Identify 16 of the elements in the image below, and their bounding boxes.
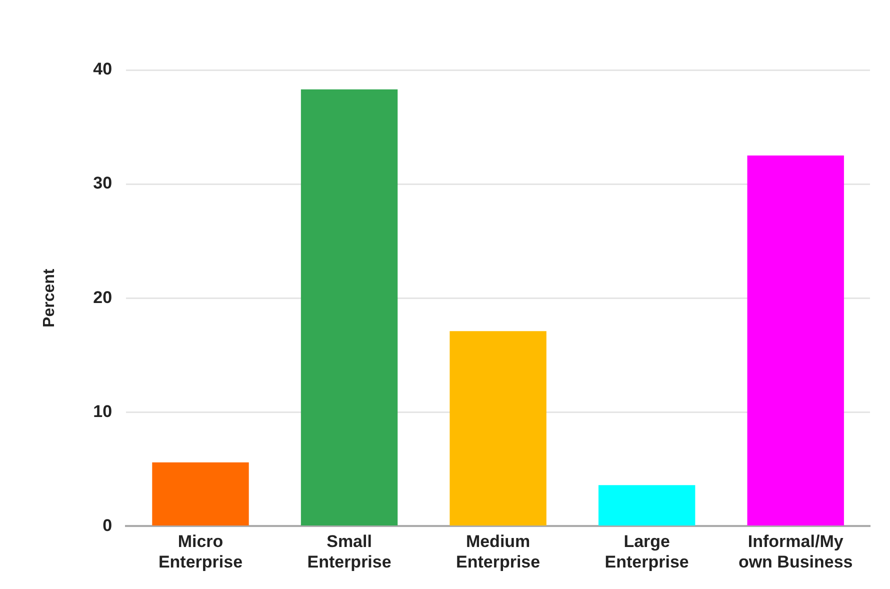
x-tick-label: Large Enterprise: [604, 532, 689, 572]
y-tick-label: 30: [93, 174, 112, 193]
bar: [300, 89, 398, 526]
y-tick-label: 0: [102, 516, 112, 535]
bar: [152, 462, 249, 526]
y-tick-label: 10: [93, 402, 112, 421]
x-tick-label: Micro Enterprise: [158, 532, 243, 572]
x-tick-label: Small Enterprise: [307, 532, 392, 572]
bar: [747, 156, 844, 526]
y-tick-label: 40: [93, 60, 112, 79]
x-tick-label: Informal/My own Business: [738, 532, 853, 572]
y-axis-title: Percent: [41, 268, 58, 328]
y-tick-label: 20: [93, 288, 112, 307]
bar: [450, 331, 546, 526]
bar: [598, 485, 696, 526]
x-tick-label: Medium Enterprise: [456, 532, 540, 572]
